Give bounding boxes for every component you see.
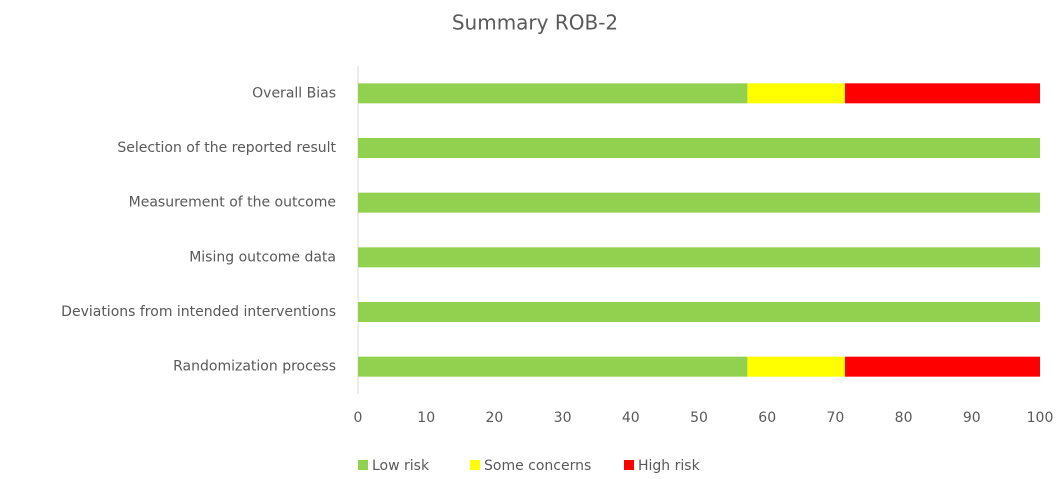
bar-segment bbox=[844, 356, 1040, 377]
legend-label: Some concerns bbox=[484, 458, 591, 474]
x-tick-label: 60 bbox=[758, 410, 776, 426]
bar-segment bbox=[747, 83, 845, 104]
bar-segment bbox=[358, 192, 1040, 213]
x-tick-label: 10 bbox=[417, 410, 435, 426]
legend-label: High risk bbox=[638, 458, 701, 474]
chart-title: Summary ROB-2 bbox=[452, 11, 618, 35]
y-tick-label: Overall Bias bbox=[252, 85, 336, 101]
bar-segment bbox=[358, 83, 748, 104]
x-tick-label: 100 bbox=[1027, 410, 1054, 426]
x-tick-label: 90 bbox=[963, 410, 981, 426]
legend-label: Low risk bbox=[372, 458, 430, 474]
bar-segment bbox=[358, 138, 1040, 158]
y-tick-label: Mising outcome data bbox=[189, 249, 336, 265]
x-tick-label: 70 bbox=[826, 410, 844, 426]
bar-segment bbox=[358, 356, 748, 377]
x-tick-label: 0 bbox=[354, 410, 363, 426]
y-tick-label: Measurement of the outcome bbox=[129, 195, 336, 211]
x-tick-label: 30 bbox=[554, 410, 572, 426]
bar-segment bbox=[844, 83, 1040, 104]
bar-segment bbox=[358, 302, 1040, 322]
legend-swatch bbox=[358, 460, 368, 470]
y-tick-label: Randomization process bbox=[173, 359, 336, 375]
bar-segment bbox=[747, 356, 845, 377]
legend-swatch bbox=[624, 460, 634, 470]
x-tick-label: 50 bbox=[690, 410, 708, 426]
y-tick-label: Deviations from intended interventions bbox=[61, 304, 336, 320]
x-tick-label: 40 bbox=[622, 410, 640, 426]
y-tick-label: Selection of the reported result bbox=[117, 140, 336, 156]
legend-swatch bbox=[470, 460, 480, 470]
bar-segment bbox=[358, 247, 1040, 268]
x-tick-label: 80 bbox=[895, 410, 913, 426]
x-tick-label: 20 bbox=[485, 410, 503, 426]
